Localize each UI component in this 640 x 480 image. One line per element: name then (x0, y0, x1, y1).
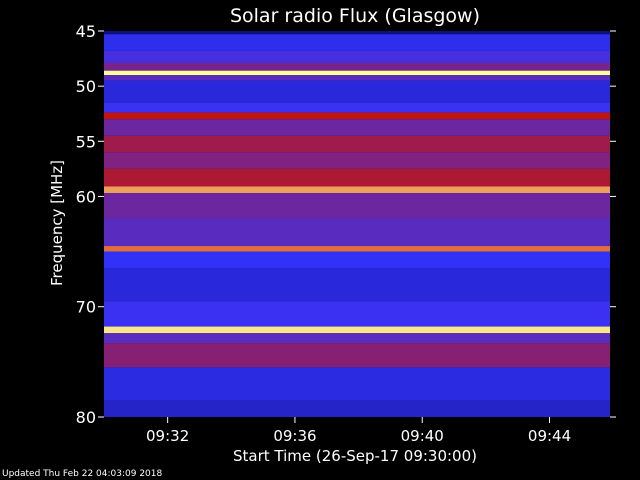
intensity-band (104, 251, 610, 269)
intensity-band (104, 102, 610, 113)
intensity-band (104, 62, 610, 71)
intensity-band (104, 186, 610, 194)
intensity-band (104, 75, 610, 81)
intensity-band (104, 268, 610, 302)
x-axis-label: Start Time (26-Sep-17 09:30:00) (233, 447, 477, 465)
y-tick-label: 80 (76, 408, 96, 427)
heatmap-area (104, 31, 610, 417)
intensity-band (104, 301, 610, 327)
x-tick-label: 09:32 (146, 427, 189, 445)
intensity-band (104, 246, 610, 252)
intensity-band (104, 31, 610, 35)
intensity-band (104, 193, 610, 219)
y-tick-label: 50 (76, 77, 96, 96)
intensity-band (104, 367, 610, 401)
x-tick-label: 09:40 (401, 427, 444, 445)
intensity-band (104, 112, 610, 120)
intensity-band (104, 218, 610, 247)
x-tick-label: 09:44 (528, 427, 571, 445)
intensity-band (104, 152, 610, 169)
intensity-band (104, 70, 610, 76)
intensity-band (104, 343, 610, 368)
y-tick-label: 60 (76, 187, 96, 206)
y-axis: 45 50 55 60 70 80 (76, 22, 616, 427)
intensity-band (104, 34, 610, 51)
updated-timestamp: Updated Thu Feb 22 04:03:09 2018 (2, 469, 163, 479)
y-tick-label: 55 (76, 132, 96, 151)
intensity-band (104, 326, 610, 334)
intensity-band (104, 80, 610, 103)
y-tick-label: 45 (76, 22, 96, 41)
intensity-band (104, 400, 610, 417)
intensity-band (104, 333, 610, 344)
intensity-band (104, 50, 610, 63)
intensity-band (104, 135, 610, 153)
x-axis: 09:32 09:36 09:40 09:44 (146, 417, 571, 445)
intensity-band (104, 168, 610, 187)
chart-title: Solar radio Flux (Glasgow) (230, 5, 480, 27)
y-axis-label: Frequency [MHz] (48, 160, 66, 286)
y-tick-label: 70 (76, 298, 96, 317)
intensity-band (104, 119, 610, 136)
x-tick-label: 09:36 (273, 427, 316, 445)
